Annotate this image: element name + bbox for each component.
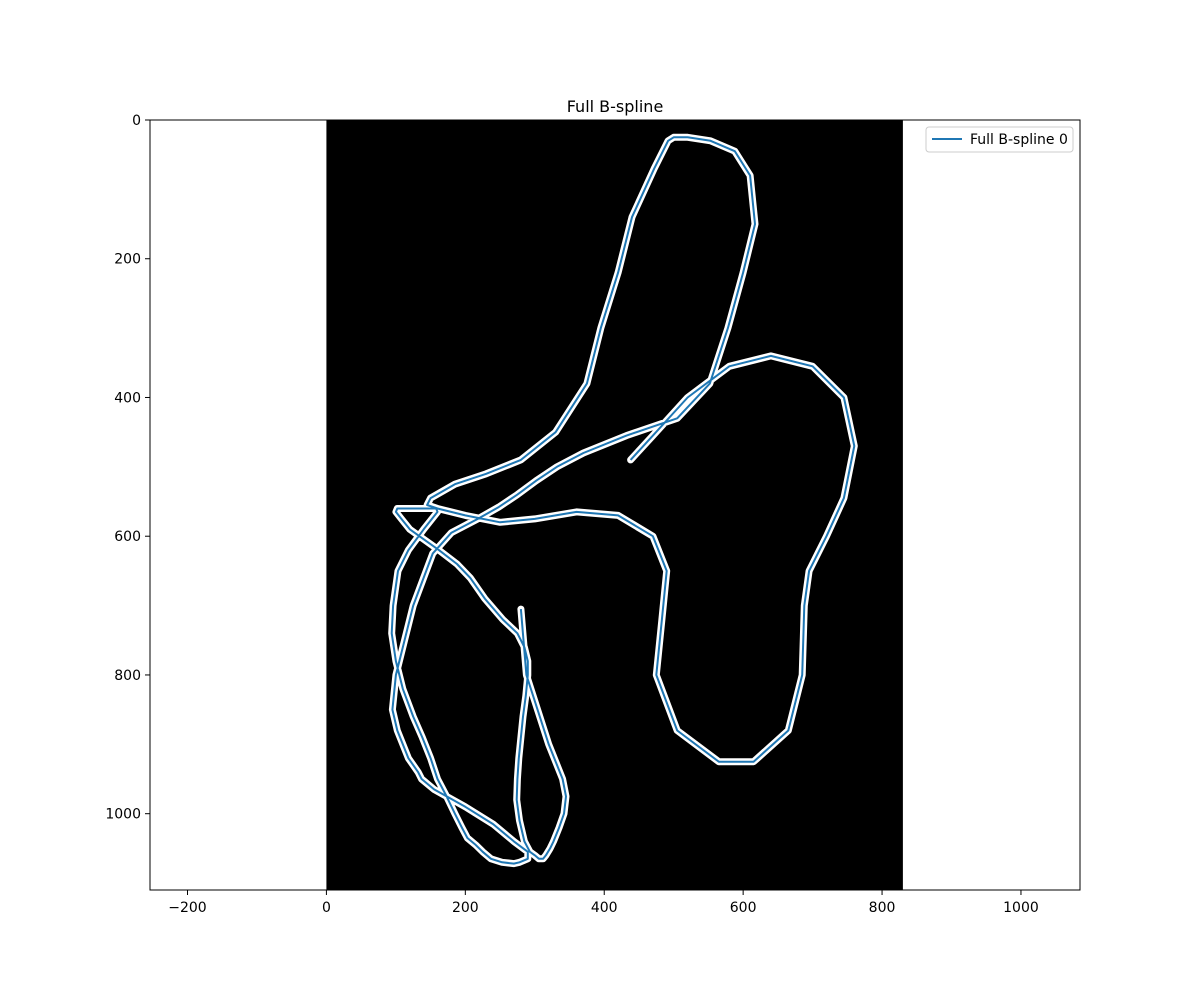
x-tick-label: 800 (869, 900, 896, 916)
y-axis: 0 200 400 600 800 1000 (105, 113, 150, 823)
y-tick-label: 800 (114, 668, 141, 684)
series-line-0 (390, 136, 856, 865)
legend-box (925, 126, 1074, 153)
plot-area (149, 119, 1081, 891)
y-tick-label: 1000 (105, 807, 141, 823)
x-tick-label: 600 (730, 900, 757, 916)
x-tick-label: 400 (591, 900, 618, 916)
x-tick-label: −200 (168, 900, 206, 916)
curve-layer (388, 133, 858, 868)
legend: Full B-spline 0 (925, 126, 1074, 153)
x-tick-label: 1000 (1003, 900, 1039, 916)
legend-label: Full B-spline 0 (970, 132, 1068, 148)
y-tick-label: 400 (114, 390, 141, 406)
y-tick-label: 0 (132, 113, 141, 129)
y-tick-label: 200 (114, 252, 141, 268)
x-tick-label: 0 (322, 900, 331, 916)
x-tick-label: 200 (452, 900, 479, 916)
chart-title: Full B-spline (567, 97, 664, 116)
x-axis: −200 0 200 400 600 800 1000 (168, 890, 1039, 916)
axes-frame (149, 119, 1081, 891)
y-tick-label: 600 (114, 529, 141, 545)
